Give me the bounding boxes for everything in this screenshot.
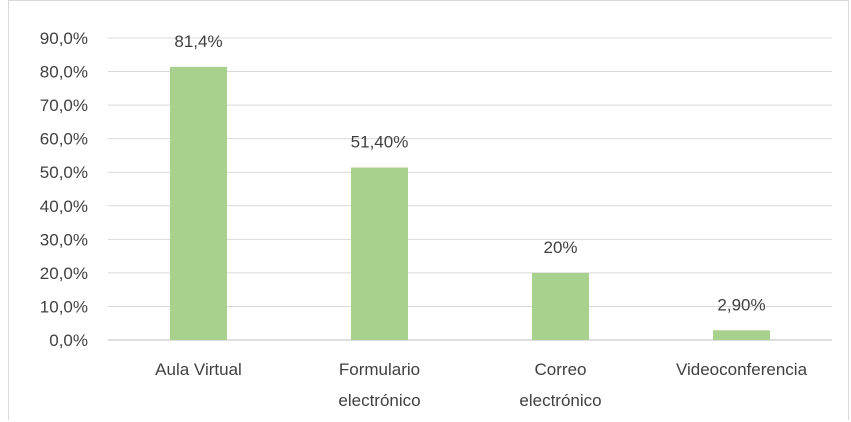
bar <box>532 272 589 340</box>
y-tick-label: 10,0% <box>40 297 88 316</box>
data-label: 2,90% <box>717 295 765 314</box>
y-tick-label: 30,0% <box>40 230 88 249</box>
y-tick-label: 20,0% <box>40 264 88 283</box>
y-tick-label: 0,0% <box>49 331 88 350</box>
chart-frame <box>8 0 849 420</box>
y-tick-label: 40,0% <box>40 197 88 216</box>
category-label: electrónico <box>338 391 420 410</box>
data-label: 20% <box>543 238 577 257</box>
category-label: Aula Virtual <box>155 360 242 379</box>
gridlines <box>108 37 832 341</box>
data-label: 51,40% <box>351 133 409 152</box>
category-label: Videoconferencia <box>676 360 808 379</box>
y-axis-tick-labels: 0,0% 10,0% 20,0% 30,0% 40,0% 50,0% 60,0% 70,0% 8… <box>40 29 88 350</box>
bars <box>170 66 770 340</box>
y-tick-label: 70,0% <box>40 96 88 115</box>
category-label: electrónico <box>519 391 601 410</box>
category-label: Formulario <box>339 360 420 379</box>
bar <box>713 330 770 340</box>
data-label: 81,4% <box>174 32 222 51</box>
bar <box>170 66 227 340</box>
data-labels: 81,4% 51,40% 20% 2,90% <box>174 32 765 314</box>
bar <box>351 167 408 340</box>
category-label: Correo <box>535 360 587 379</box>
category-labels: Aula Virtual Formulario electrónico Correo e… <box>155 360 807 410</box>
y-tick-label: 60,0% <box>40 130 88 149</box>
y-tick-label: 90,0% <box>40 29 88 48</box>
y-tick-label: 50,0% <box>40 163 88 182</box>
y-tick-label: 80,0% <box>40 63 88 82</box>
